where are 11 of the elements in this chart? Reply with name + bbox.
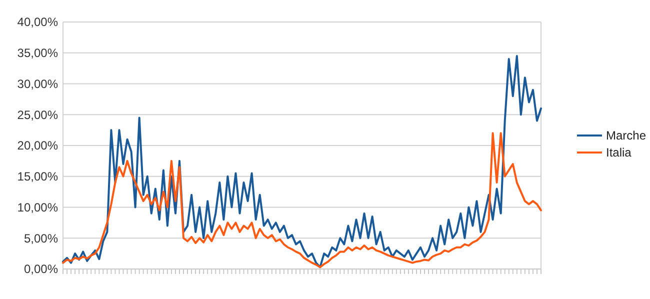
y-tick-label: 5,00% — [24, 231, 58, 246]
y-tick-label: 35,00% — [17, 46, 58, 60]
y-tick-label: 25,00% — [17, 108, 58, 122]
y-tick-label: 30,00% — [17, 76, 58, 91]
y-tick-label: 0,00% — [24, 262, 58, 276]
y-tick-label: 10,00% — [17, 200, 58, 214]
y-tick-label: 20,00% — [17, 138, 58, 153]
y-tick-label: 15,00% — [17, 170, 58, 184]
legend-label: Marche — [606, 128, 646, 143]
legend-label: Italia — [606, 146, 632, 160]
y-tick-label: 40,00% — [17, 15, 58, 30]
